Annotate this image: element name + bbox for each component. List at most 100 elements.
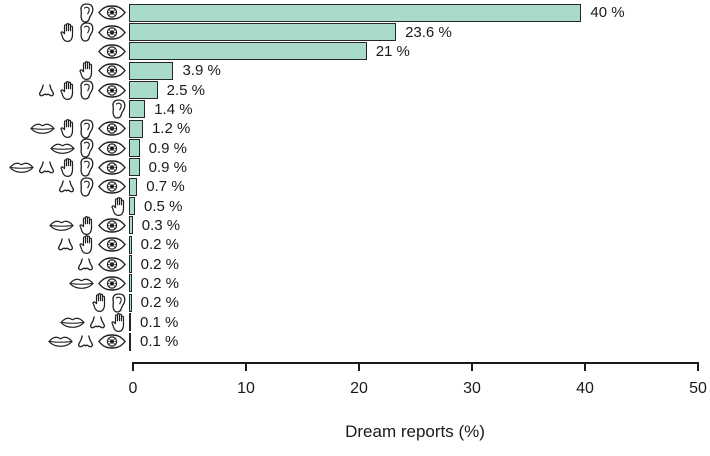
eye-icon [98, 83, 126, 98]
lips-icon [48, 336, 73, 347]
nose-icon [58, 180, 75, 193]
bar-value-label: 0.1 % [140, 333, 179, 351]
chart-row: 0.2 % [0, 254, 710, 274]
bar [129, 313, 131, 332]
eye-icon [98, 179, 126, 194]
row-icon-group [0, 276, 129, 291]
hand-icon [78, 60, 94, 81]
chart-row: 23.6 % [0, 22, 710, 41]
nose-icon [38, 84, 55, 97]
eye-icon [98, 63, 126, 78]
chart-row: 0.2 % [0, 235, 710, 254]
chart-row: 0.7 % [0, 177, 710, 196]
bar [129, 255, 132, 274]
bar [129, 216, 133, 235]
chart-row: 0.1 % [0, 313, 710, 332]
bar [129, 61, 174, 80]
x-axis-tick-label: 10 [237, 380, 255, 397]
row-icon-group [0, 312, 129, 333]
x-axis-tick [471, 362, 473, 371]
bar [129, 139, 140, 158]
hand-icon [78, 234, 94, 255]
bar-value-label: 23.6 % [405, 23, 452, 41]
hand-icon [59, 22, 75, 43]
bar-value-label: 0.5 % [144, 197, 183, 215]
chart-rows: 40 % 23.6 % 21 % 3.9 % 2.5 % 1.4 % 1.2 %… [0, 3, 710, 351]
x-axis-title: Dream reports (%) [345, 422, 485, 441]
x-axis-tick-label: 50 [689, 380, 707, 397]
bar-value-label: 0.7 % [146, 178, 185, 196]
chart-row: 0.5 % [0, 196, 710, 215]
eye-icon [98, 160, 126, 175]
x-axis-tick [358, 362, 360, 371]
bar-value-label: 1.4 % [154, 100, 193, 118]
ear-icon [79, 3, 94, 23]
bar-value-label: 40 % [590, 4, 625, 22]
ear-icon [79, 138, 94, 158]
bar-value-label: 0.2 % [140, 274, 180, 292]
eye-icon [98, 218, 126, 233]
lips-icon [60, 317, 85, 328]
x-axis-tick [132, 362, 134, 371]
lips-icon [69, 278, 94, 289]
ear-icon [111, 293, 126, 313]
eye-icon [98, 141, 126, 156]
row-icon-group [0, 157, 129, 178]
row-icon-group [0, 177, 129, 197]
bar [129, 81, 158, 100]
bar [129, 293, 132, 312]
chart-row: 0.3 % [0, 216, 710, 235]
row-icon-group [0, 138, 129, 158]
nose-icon [77, 335, 94, 348]
hand-icon [110, 312, 126, 333]
eye-icon [98, 257, 126, 272]
nose-icon [77, 258, 94, 271]
bar-value-label: 0.9 % [148, 158, 187, 176]
ear-icon [79, 119, 94, 139]
row-icon-group [0, 80, 129, 101]
eye-icon [98, 25, 126, 40]
x-axis-tick-label: 40 [576, 380, 594, 397]
row-icon-group [0, 196, 129, 217]
nose-icon [89, 316, 106, 329]
chart-row: 40 % [0, 3, 710, 22]
row-icon-group [0, 215, 129, 236]
bar [129, 235, 132, 254]
bar-value-label: 0.2 % [140, 236, 180, 254]
x-axis-tick [697, 362, 699, 371]
chart-row: 2.5 % [0, 80, 710, 99]
nose-icon [57, 238, 74, 251]
ear-icon [79, 80, 94, 100]
chart-row: 21 % [0, 42, 710, 61]
lips-icon [50, 143, 75, 154]
bar [129, 119, 143, 138]
eye-icon [98, 121, 126, 136]
nose-icon [38, 161, 55, 174]
bar [129, 332, 131, 351]
hand-icon [59, 157, 75, 178]
eye-icon [98, 237, 126, 252]
chart-row: 0.2 % [0, 274, 710, 293]
x-axis-tick [245, 362, 247, 371]
row-icon-group [0, 3, 129, 23]
x-axis-tick [584, 362, 586, 371]
bar [129, 197, 136, 216]
ear-icon [79, 22, 94, 42]
bar [129, 158, 140, 177]
lips-icon [9, 162, 34, 173]
row-icon-group [0, 99, 129, 119]
ear-icon [79, 177, 94, 197]
chart-row: 0.2 % [0, 293, 710, 312]
eye-icon [98, 44, 126, 59]
ear-icon [111, 99, 126, 119]
chart-row: 1.4 % [0, 100, 710, 119]
hand-icon [59, 80, 75, 101]
bar-value-label: 21 % [375, 42, 410, 60]
bar-value-label: 0.2 % [140, 255, 180, 273]
row-icon-group [0, 118, 129, 139]
hand-icon [110, 196, 126, 217]
ear-icon [79, 157, 94, 177]
eye-icon [98, 5, 126, 20]
bar [129, 42, 367, 61]
bar-value-label: 0.3 % [141, 216, 181, 234]
